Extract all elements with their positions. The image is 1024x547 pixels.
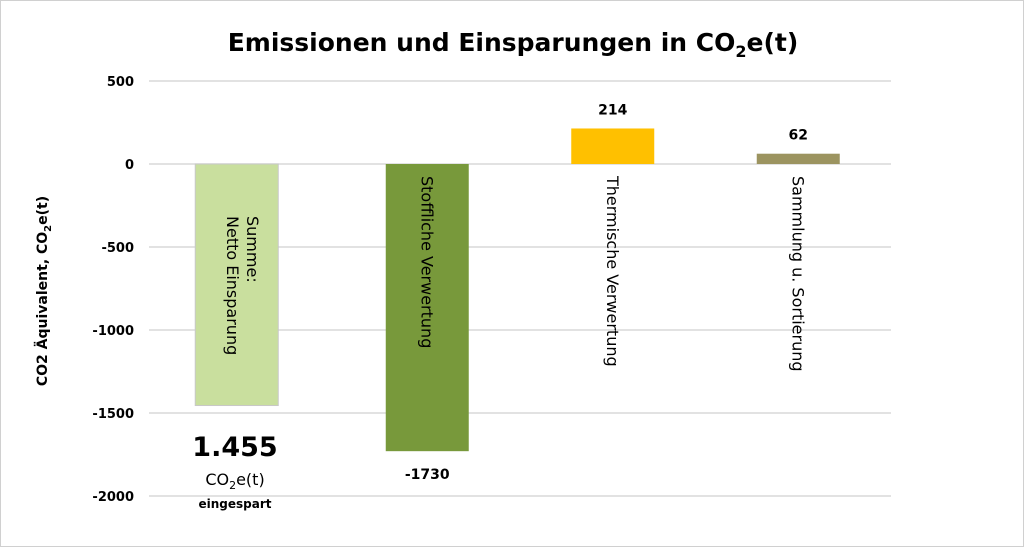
category-label: Thermische Verwertung [603,175,622,367]
annotation-note: eingespart [198,497,271,511]
y-tick-label: 500 [107,75,134,90]
annotation-unit: CO2e(t) [205,470,264,492]
y-tick-label: -500 [101,241,134,256]
bar [194,163,279,407]
y-axis-label: CO2 Äquivalent, CO2e(t) [34,196,54,386]
y-tick-label: -1500 [92,407,134,422]
net-savings-annotation: 1.455 CO2e(t) eingespart [192,432,277,511]
category-label: Sammlung u. Sortierung [788,176,807,372]
data-label: -1730 [405,467,450,483]
y-tick-label: -1000 [92,324,134,339]
chart-title: Emissionen und Einsparungen in CO2e(t) [228,28,799,61]
data-label: 62 [789,128,808,144]
y-tick-label: -2000 [92,490,134,505]
annotation-value: 1.455 [192,432,277,463]
bar [385,164,469,452]
bar [756,153,840,164]
data-label: 214 [598,102,627,118]
category-label: Summe:Netto Einsparung [223,216,262,355]
y-tick-label: 0 [125,158,134,173]
category-label: Stoffliche Verwertung [417,176,436,348]
bar [571,128,655,164]
